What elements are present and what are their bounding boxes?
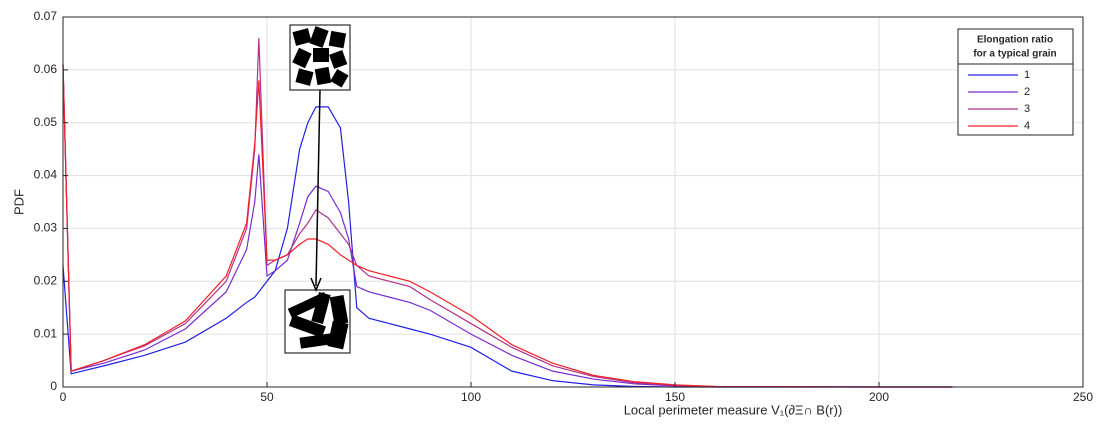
plot-frame: [62, 16, 1084, 388]
legend-label: 2: [1024, 86, 1030, 98]
y-tick-label: 0.04: [34, 168, 58, 182]
legend-label: 4: [1024, 120, 1030, 132]
series-line: [62, 64, 953, 388]
y-tick-label: 0.07: [34, 9, 58, 23]
legend-title: for a typical grain: [973, 49, 1056, 60]
lines: [62, 38, 953, 388]
y-axis-label: PDF: [11, 189, 26, 215]
legend: Elongation ratio for a typical grain 1 2 3…: [957, 28, 1074, 136]
legend-label: 3: [1024, 103, 1030, 115]
x-tick-label: 150: [665, 390, 685, 404]
y-tick-label: 0.01: [34, 326, 58, 340]
x-tick-label: 0: [60, 390, 67, 404]
series-line: [62, 106, 953, 388]
y-tick-label: 0.06: [34, 62, 58, 76]
x-tick-label: 50: [260, 390, 274, 404]
legend-label: 1: [1024, 69, 1030, 81]
y-tick-label: 0.02: [34, 273, 58, 287]
legend-box: [957, 28, 1074, 136]
x-axis-label: Local perimeter measure V₁(∂Ξ∩ B(r)): [624, 402, 843, 417]
x-tick-label: 100: [461, 390, 481, 404]
arrow: [310, 89, 322, 292]
legend-title: Elongation ratio: [977, 35, 1053, 46]
inset-top: [289, 24, 351, 91]
y-tick-label: 0: [50, 379, 57, 393]
inset-bottom: [284, 289, 351, 354]
plot-area: [63, 17, 1083, 387]
x-tick-label: 200: [869, 390, 889, 404]
x-tick-label: 250: [1073, 390, 1093, 404]
y-tick-label: 0.05: [34, 115, 58, 129]
y-tick-label: 0.03: [34, 221, 58, 235]
series-line: [62, 38, 953, 388]
series-line: [62, 64, 953, 388]
